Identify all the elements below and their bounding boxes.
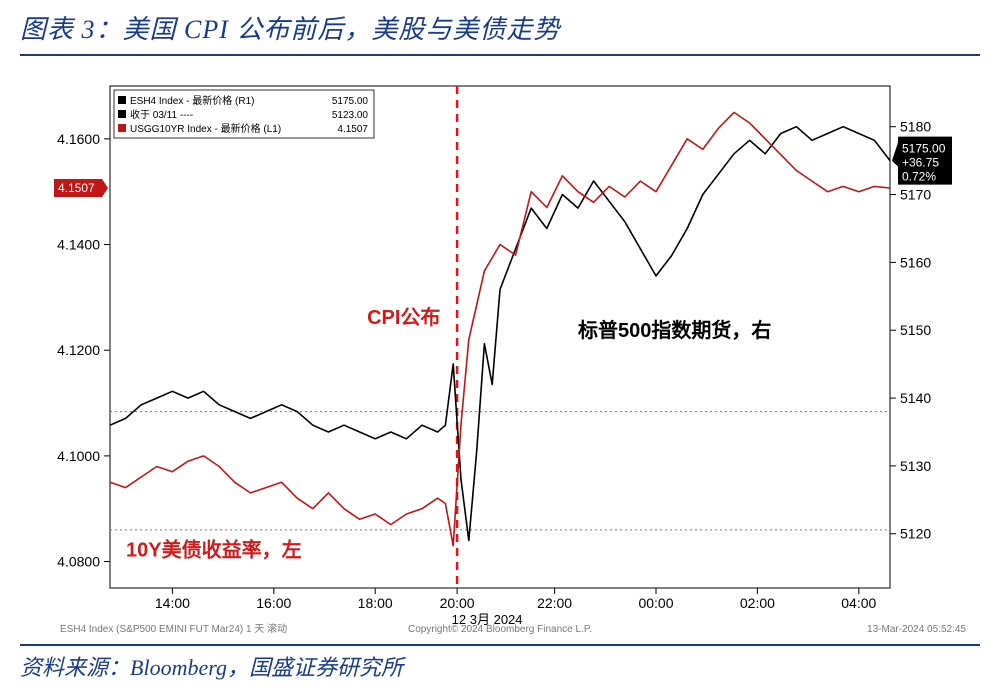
xlabel: 02:00 — [740, 595, 775, 611]
ylabel-left: 4.1400 — [57, 237, 100, 253]
flag-right-pct: 0.72% — [902, 170, 936, 184]
flag-left-text: 4.1507 — [58, 181, 95, 195]
flag-right-chg: +36.75 — [902, 156, 939, 170]
ylabel-left: 4.1000 — [57, 448, 100, 464]
xlabel: 04:00 — [841, 595, 876, 611]
xlabel: 20:00 — [440, 595, 475, 611]
title-part2: 公布前后，美股与美债走势 — [236, 15, 560, 44]
anno-sp: 标普500指数期货，右 — [578, 318, 771, 342]
legend-value: 4.1507 — [337, 124, 368, 135]
legend-label: 收于 03/11 ---- — [130, 108, 193, 121]
legend-value: 5175.00 — [332, 96, 369, 107]
xlabel: 22:00 — [537, 595, 572, 611]
ylabel-left: 4.1600 — [57, 131, 100, 147]
chart-title-bar: 图表 3：美国 CPI 公布前后，美股与美债走势 — [20, 6, 980, 56]
chart-svg: 4.0800 4.1000 4.1200 4.1400 4.1600 5120 5130 51… — [30, 66, 970, 636]
anno-cpi: CPI公布 — [367, 305, 440, 329]
source-label: 资料来源： — [20, 655, 130, 680]
ylabel-right: 5150 — [900, 322, 931, 338]
footer-center: Copyright© 2024 Bloomberg Finance L.P. — [408, 624, 592, 635]
ylabel-right: 5160 — [900, 254, 931, 270]
source-value: Bloomberg，国盛证券研究所 — [130, 655, 403, 680]
footer-right: 13-Mar-2024 05:52:45 — [867, 624, 966, 635]
legend-swatch — [118, 110, 126, 118]
footer-left: ESH4 Index (S&P500 EMINI FUT Mar24) 1 天 … — [60, 622, 287, 635]
ylabel-right: 5140 — [900, 390, 931, 406]
flag-right-val: 5175.00 — [902, 142, 946, 156]
title-latin: CPI — [184, 15, 236, 44]
xlabel: 16:00 — [256, 595, 291, 611]
title-prefix: 图表 3： — [20, 15, 123, 44]
legend-swatch — [118, 124, 126, 132]
chart-container: 4.0800 4.1000 4.1200 4.1400 4.1600 5120 5130 51… — [30, 66, 970, 636]
legend-value: 5123.00 — [332, 110, 369, 121]
source-bar: 资料来源：Bloomberg，国盛证券研究所 — [20, 644, 980, 686]
xlabel: 00:00 — [638, 595, 673, 611]
legend-label: ESH4 Index - 最新价格 (R1) — [130, 94, 254, 107]
anno-bond: 10Y美债收益率，左 — [126, 537, 302, 561]
ylabel-right: 5120 — [900, 526, 931, 542]
chart-title: 图表 3：美国 CPI 公布前后，美股与美债走势 — [20, 15, 560, 44]
ylabel-right: 5180 — [900, 119, 931, 135]
ylabel-left: 4.0800 — [57, 554, 100, 570]
ylabel-right: 5130 — [900, 458, 931, 474]
legend-swatch — [118, 96, 126, 104]
xlabel: 14:00 — [155, 595, 190, 611]
ylabel-right: 5170 — [900, 187, 931, 203]
ylabel-left: 4.1200 — [57, 342, 100, 358]
legend-label: USGG10YR Index - 最新价格 (L1) — [130, 122, 281, 135]
title-part1: 美国 — [123, 15, 185, 44]
xlabel: 18:00 — [358, 595, 393, 611]
